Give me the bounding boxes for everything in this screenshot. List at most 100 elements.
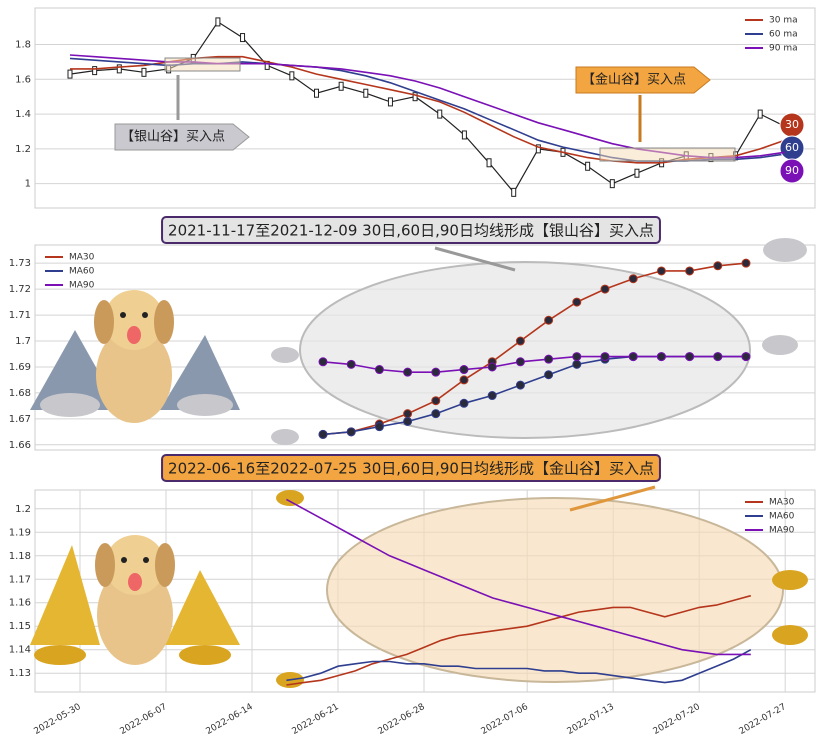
y-tick-label: 1.16 xyxy=(9,598,31,609)
mountain xyxy=(160,335,240,410)
point xyxy=(487,391,497,401)
ma-line xyxy=(322,355,746,373)
y-tick-label: 1.8 xyxy=(15,40,31,51)
y-tick-label: 1.73 xyxy=(9,258,31,269)
x-tick-label: 2022-06-28 xyxy=(376,702,427,737)
point xyxy=(600,352,610,362)
pointer-arrow xyxy=(434,246,516,272)
end-badge-label: 90 xyxy=(785,164,799,177)
point xyxy=(544,354,554,364)
point xyxy=(713,261,723,271)
y-tick-label: 1 xyxy=(25,179,31,190)
point xyxy=(685,352,695,362)
point xyxy=(515,380,525,390)
point xyxy=(600,284,610,294)
end-badge xyxy=(779,158,805,184)
y-tick-label: 1.67 xyxy=(9,414,31,425)
price-candle xyxy=(535,144,541,154)
signal-zone xyxy=(164,57,241,72)
point xyxy=(318,429,328,439)
point xyxy=(741,352,751,362)
point xyxy=(685,266,695,276)
highlight-ellipse xyxy=(299,261,751,439)
price-candle xyxy=(511,187,517,197)
x-tick-label: 2022-06-07 xyxy=(118,702,168,737)
silver-ingot xyxy=(177,394,233,416)
x-tick-label: 2022-07-13 xyxy=(566,702,616,737)
point xyxy=(431,409,441,419)
price-candle xyxy=(412,92,418,102)
y-tick-label: 1.71 xyxy=(9,310,31,321)
silver-dog-illustration xyxy=(30,290,240,423)
end-badge-label: 30 xyxy=(785,118,799,131)
price-candle xyxy=(363,88,369,98)
dog-eye xyxy=(120,312,126,318)
silver-ingot xyxy=(762,335,798,355)
plot-frame xyxy=(34,7,816,209)
point xyxy=(459,398,469,408)
chart-title: 2022-06-16至2022-07-25 30日,60日,90日均线形成【金山… xyxy=(168,460,654,478)
silver-ingot xyxy=(763,238,807,262)
legend-label: 90 ma xyxy=(769,44,798,54)
dog-eye xyxy=(121,557,127,563)
point xyxy=(487,362,497,372)
legend-label: MA60 xyxy=(769,512,795,522)
price-candle xyxy=(486,158,492,168)
ma-line xyxy=(286,498,751,656)
gold-dog-illustration xyxy=(30,535,240,665)
price-candle xyxy=(141,67,147,77)
legend-label: MA90 xyxy=(69,281,95,291)
gold-ingot xyxy=(772,570,808,590)
y-tick-label: 1.72 xyxy=(9,284,31,295)
x-tick-label: 2022-06-14 xyxy=(204,702,255,737)
y-tick-label: 1.17 xyxy=(9,574,31,585)
point xyxy=(544,370,554,380)
price-candle xyxy=(116,64,122,74)
point xyxy=(572,352,582,362)
chart-title: 2021-11-17至2021-12-09 30日,60日,90日均线形成【银山… xyxy=(168,222,654,240)
price-candle xyxy=(387,97,393,107)
point xyxy=(403,367,413,377)
gold-pyramid xyxy=(165,570,240,645)
x-tick-label: 2022-07-27 xyxy=(738,702,788,737)
gold-ingot xyxy=(276,490,304,506)
price-candle xyxy=(92,66,98,76)
point xyxy=(628,274,638,284)
legend-label: MA60 xyxy=(69,267,95,277)
y-tick-label: 1.18 xyxy=(9,551,31,562)
annotation-text: 【银山谷】买入点 xyxy=(121,130,225,145)
dog-ear xyxy=(94,300,114,344)
point xyxy=(431,396,441,406)
y-tick-label: 1.68 xyxy=(9,388,31,399)
price-candle xyxy=(461,130,467,140)
dog-tongue xyxy=(128,573,142,591)
price-candle xyxy=(437,109,443,119)
point xyxy=(628,352,638,362)
silver-ingot xyxy=(271,429,299,445)
gold-ingot xyxy=(179,645,231,665)
dog-head xyxy=(104,290,164,350)
x-tick-label: 2022-05-30 xyxy=(32,702,83,737)
x-tick-label: 2022-07-06 xyxy=(480,702,531,737)
ma-line xyxy=(322,262,747,436)
price-candle xyxy=(215,17,221,27)
point xyxy=(515,357,525,367)
y-tick-label: 1.13 xyxy=(9,668,31,679)
point xyxy=(318,357,328,367)
price-candle xyxy=(585,161,591,171)
dog-body xyxy=(97,565,173,665)
legend-label: MA30 xyxy=(769,498,795,508)
point xyxy=(346,359,356,369)
price-candle xyxy=(634,168,640,178)
y-tick-label: 1.69 xyxy=(9,362,31,373)
y-tick-label: 1.14 xyxy=(9,645,31,656)
point xyxy=(403,409,413,419)
point xyxy=(544,315,554,325)
y-tick-label: 1.19 xyxy=(9,527,31,538)
dog-eye xyxy=(142,312,148,318)
y-tick-label: 1.7 xyxy=(15,336,31,347)
point xyxy=(403,416,413,426)
y-tick-label: 1.4 xyxy=(15,109,31,120)
signal-zone xyxy=(599,147,736,162)
ma-line xyxy=(286,648,752,684)
